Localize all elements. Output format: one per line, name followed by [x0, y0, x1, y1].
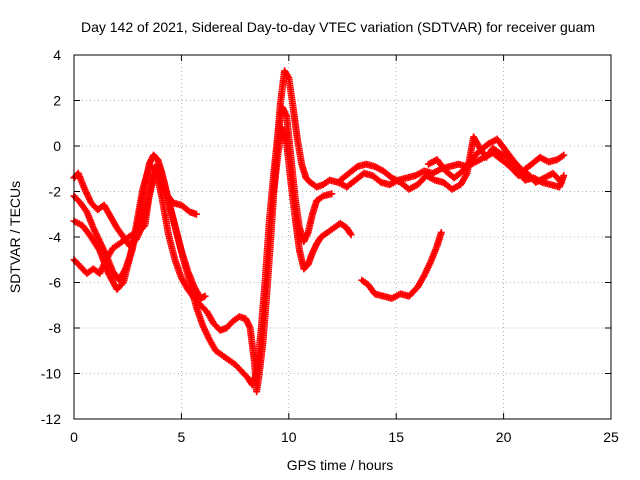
y-tick-label: -10 — [41, 366, 61, 382]
data-points — [70, 67, 568, 396]
data-point — [192, 210, 200, 218]
x-tick-label: 10 — [281, 429, 297, 445]
x-tick-label: 0 — [70, 429, 78, 445]
chart-title: Day 142 of 2021, Sidereal Day-to-day VTE… — [81, 19, 595, 35]
x-tick-label: 20 — [496, 429, 512, 445]
axis-ticks — [73, 54, 612, 420]
data-point — [328, 190, 336, 198]
x-tick-label: 5 — [178, 429, 186, 445]
series-track-6 — [358, 228, 445, 302]
data-point — [560, 151, 568, 159]
data-point — [560, 172, 568, 180]
axis-tick-labels: 0 5 10 15 20 25 -12 -10 -8 -6 -4 -2 0 2 4 — [41, 47, 619, 445]
y-tick-label: -4 — [49, 229, 62, 245]
y-tick-label: -12 — [41, 411, 61, 427]
y-axis-label: SDTVAR / TECUs — [7, 181, 23, 293]
x-tick-label: 25 — [603, 429, 619, 445]
data-point — [347, 231, 355, 239]
y-tick-label: 0 — [53, 138, 61, 154]
data-point — [346, 229, 354, 237]
y-tick-label: 4 — [53, 47, 61, 63]
series-track-8 — [424, 135, 568, 182]
y-tick-label: -8 — [49, 320, 62, 336]
x-axis-label: GPS time / hours — [287, 457, 394, 473]
y-tick-label: 2 — [53, 93, 61, 109]
y-tick-label: -6 — [49, 275, 62, 291]
series-track-3 — [70, 67, 566, 396]
data-point — [437, 228, 445, 236]
series-track-5 — [270, 124, 355, 273]
grid — [74, 55, 611, 419]
data-point — [284, 72, 292, 80]
y-tick-label: -2 — [49, 184, 62, 200]
x-tick-label: 15 — [388, 429, 404, 445]
data-point — [201, 292, 209, 300]
